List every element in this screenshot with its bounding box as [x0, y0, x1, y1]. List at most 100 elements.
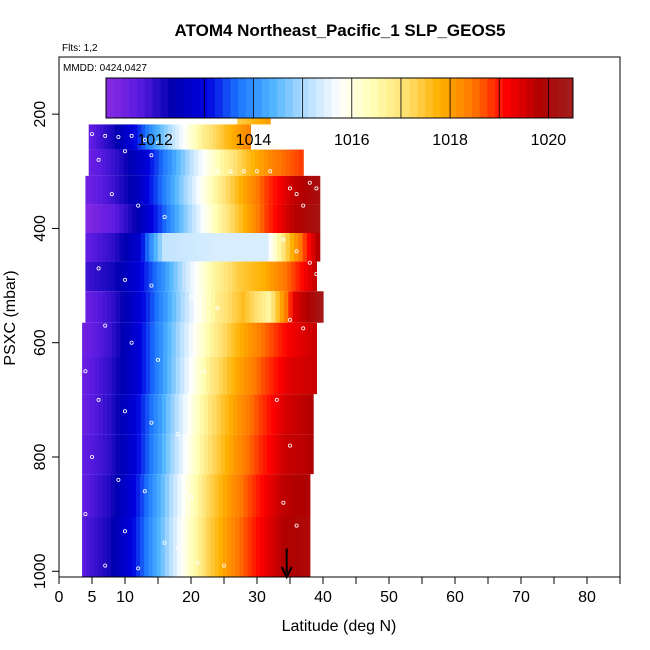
heatmap-cell	[163, 291, 169, 323]
observation-point	[116, 477, 121, 482]
heatmap-cell	[178, 434, 184, 475]
observation-point	[123, 409, 128, 414]
heatmap-cell	[289, 517, 294, 577]
heatmap-cell	[156, 474, 162, 517]
heatmap-cell	[153, 394, 159, 435]
heatmap-cell	[179, 175, 184, 205]
heatmap-cell	[120, 357, 126, 395]
heatmap-cell	[145, 394, 150, 435]
heatmap-cell	[312, 261, 317, 292]
heatmap-cell	[279, 394, 285, 435]
heatmap-cell	[115, 204, 121, 233]
heatmap-cell	[145, 291, 151, 323]
heatmap-cell	[137, 322, 143, 357]
heatmap-cell	[148, 261, 154, 292]
heatmap-cell	[266, 261, 271, 292]
colorbar-frame	[105, 77, 574, 119]
heatmap-cell	[296, 394, 302, 435]
heatmap-cell	[204, 175, 210, 205]
heatmap-cell	[111, 124, 116, 150]
heatmap-cell	[250, 394, 255, 435]
heatmap-cell	[102, 175, 108, 205]
heatmap-cell	[88, 149, 94, 176]
heatmap-cell	[249, 291, 255, 323]
heatmap-cell	[153, 233, 159, 262]
heatmap-cell	[212, 394, 218, 435]
heatmap-cell	[235, 124, 240, 150]
heatmap-cell	[302, 204, 308, 233]
observation-point	[294, 192, 299, 197]
heatmap-cell	[141, 149, 147, 176]
heatmap-cell	[287, 261, 292, 292]
heatmap-cell	[274, 261, 280, 292]
heatmap-cell	[161, 394, 167, 435]
heatmap-cell	[235, 474, 241, 517]
heatmap-cell	[240, 291, 246, 323]
heatmap-cell	[102, 204, 108, 233]
heatmap-cell	[297, 474, 303, 517]
heatmap-cell	[300, 394, 306, 435]
heatmap-cell	[124, 357, 130, 395]
heatmap-cell	[124, 291, 130, 323]
heatmap-cell	[152, 517, 158, 577]
heatmap-cell	[175, 322, 181, 357]
heatmap-cell	[90, 322, 96, 357]
heatmap-cell	[85, 204, 91, 233]
heatmap-cell	[107, 322, 113, 357]
colorbar-cell	[199, 78, 208, 118]
heatmap-cell	[103, 394, 108, 435]
colorbar-cell	[526, 78, 535, 118]
heatmap-cell	[207, 261, 212, 292]
heatmap-cell	[103, 322, 109, 357]
colorbar-cell	[129, 78, 138, 118]
heatmap-cell	[119, 434, 125, 475]
observation-point	[109, 192, 114, 197]
colorbar-tick-label: 1018	[432, 132, 468, 149]
heatmap-cell	[98, 233, 104, 262]
heatmap-cell	[239, 124, 244, 150]
heatmap-cell	[286, 357, 292, 395]
heatmap-cell	[264, 233, 270, 262]
heatmap-cell	[205, 124, 210, 150]
heatmap-cell	[295, 357, 300, 395]
heatmap-cell	[235, 517, 241, 577]
heatmap-cell	[135, 517, 141, 577]
heatmap-cell	[131, 474, 137, 517]
heatmap-cell	[140, 434, 146, 475]
heatmap-cell	[300, 434, 306, 475]
heatmap-cell	[136, 175, 142, 205]
heatmap-cell	[232, 291, 238, 323]
heatmap-cell	[217, 175, 223, 205]
heatmap-cell	[232, 261, 238, 292]
heatmap-cell	[103, 434, 108, 475]
colorbar-cell	[432, 78, 442, 118]
colorbar-cell	[401, 78, 411, 118]
heatmap-cell	[145, 204, 150, 233]
heatmap-cell	[99, 357, 104, 395]
heatmap-cell	[218, 322, 224, 357]
heatmap-cell	[264, 175, 270, 205]
heatmap-cell	[128, 233, 133, 262]
heatmap-cell	[132, 204, 138, 233]
heatmap-cell	[279, 434, 285, 475]
heatmap-cell	[256, 322, 262, 357]
heatmap-cell	[299, 322, 305, 357]
heatmap-cell	[260, 474, 265, 517]
heatmap-cell	[193, 124, 199, 150]
colorbar-cell	[222, 78, 232, 118]
heatmap-cell	[181, 474, 187, 517]
colorbar-cell	[549, 78, 558, 118]
observation-point	[83, 512, 88, 517]
heatmap-cell	[167, 291, 173, 323]
heatmap-cell	[123, 204, 129, 233]
heatmap-cell	[145, 124, 150, 150]
heatmap-cell	[94, 394, 100, 435]
heatmap-cell	[157, 233, 163, 262]
heatmap-cell	[127, 261, 133, 292]
heatmap-cell	[227, 124, 233, 150]
colorbar-cell	[214, 78, 224, 118]
heatmap-cell	[160, 124, 165, 150]
heatmap-cell	[96, 124, 101, 150]
heatmap-cell	[93, 204, 99, 233]
y-tick-label: 200	[32, 101, 49, 128]
